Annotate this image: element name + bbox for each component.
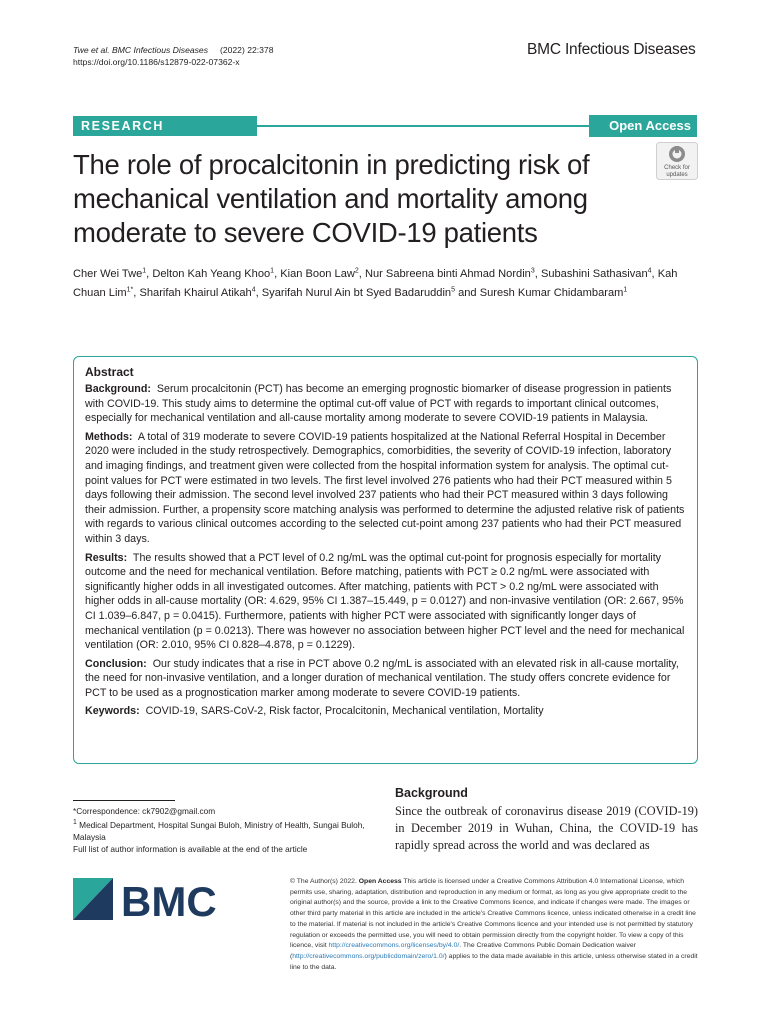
affiliation: 1 Medical Department, Hospital Sungai Bu…	[73, 817, 368, 843]
author-info-note: Full list of author information is avail…	[73, 843, 368, 855]
abstract-conclusion: Conclusion: Our study indicates that a r…	[85, 657, 685, 701]
abstract-background: Background: Serum procalcitonin (PCT) ha…	[85, 382, 685, 426]
background-text: Since the outbreak of coronavirus diseas…	[395, 803, 698, 854]
check-updates-line2: updates	[666, 172, 687, 178]
abstract-keywords-text: COVID-19, SARS-CoV-2, Risk factor, Proca…	[146, 705, 544, 717]
license-link-cc0[interactable]: http://creativecommons.org/publicdomain/…	[292, 953, 444, 960]
author-affiliation-sup: 4	[252, 286, 256, 293]
article-type-banner: RESEARCH Open Access	[73, 116, 697, 136]
background-heading: Background	[395, 786, 468, 800]
abstract-results-text: The results showed that a PCT level of 0…	[85, 552, 684, 652]
bmc-logo: BMC	[73, 874, 273, 924]
author-affiliation-sup: 1	[270, 267, 274, 274]
affiliation-sup: 1	[73, 819, 77, 826]
footnote-rule	[73, 800, 175, 801]
author-list: Cher Wei Twe1, Delton Kah Yeang Khoo1, K…	[73, 265, 701, 303]
bmc-logo-text: BMC	[121, 878, 217, 924]
correspondence: *Correspondence: ck7902@gmail.com	[73, 805, 368, 817]
abstract-results: Results: The results showed that a PCT l…	[85, 551, 685, 653]
running-header: Twe et al. BMC Infectious Diseases (2022…	[73, 44, 273, 68]
check-for-updates-badge[interactable]: Check for updates	[656, 142, 698, 180]
year-volume: (2022) 22:378	[220, 45, 274, 55]
author-name: Sharifah Khairul Atikah	[139, 287, 251, 299]
abstract-conclusion-label: Conclusion:	[85, 658, 147, 670]
abstract-results-label: Results:	[85, 552, 127, 564]
author-name: Kian Boon Law	[280, 268, 355, 280]
abstract-methods-text: A total of 319 moderate to severe COVID-…	[85, 431, 684, 545]
author-affiliation-sup: 1	[142, 267, 146, 274]
doi-link[interactable]: https://doi.org/10.1186/s12879-022-07362…	[73, 56, 273, 68]
author-affiliation-sup: 4	[648, 267, 652, 274]
license-open-access: Open Access	[359, 878, 402, 885]
abstract-methods-label: Methods:	[85, 431, 133, 443]
check-updates-line1: Check for	[664, 165, 690, 171]
abstract-box: Abstract Background: Serum procalcitonin…	[73, 356, 698, 764]
author-affiliation-sup: 3	[531, 267, 535, 274]
license-text: © The Author(s) 2022. Open Access This a…	[290, 877, 700, 973]
abstract-methods: Methods: A total of 319 moderate to seve…	[85, 430, 685, 547]
author-affiliation-sup: 1*	[127, 286, 134, 293]
abstract-keywords-label: Keywords:	[85, 705, 140, 717]
author-affiliation-sup: 5	[451, 286, 455, 293]
journal-name: BMC Infectious Diseases	[527, 41, 696, 59]
open-access-label: Open Access	[589, 115, 697, 137]
abstract-conclusion-text: Our study indicates that a rise in PCT a…	[85, 658, 679, 699]
abstract-keywords: Keywords: COVID-19, SARS-CoV-2, Risk fac…	[85, 704, 685, 719]
author-name: Subashini Sathasivan	[541, 268, 648, 280]
license-body: This article is licensed under a Creativ…	[290, 878, 696, 949]
author-affiliation-sup: 1	[623, 286, 627, 293]
abstract-background-label: Background:	[85, 383, 151, 395]
author-name: Cher Wei Twe	[73, 268, 142, 280]
license-link-cc-by[interactable]: http://creativecommons.org/licenses/by/4…	[329, 942, 460, 949]
author-name: Delton Kah Yeang Khoo	[152, 268, 270, 280]
article-title: The role of procalcitonin in predicting …	[73, 148, 663, 250]
research-label: RESEARCH	[73, 116, 257, 136]
author-name: Syarifah Nurul Ain bt Syed Badaruddin	[262, 287, 451, 299]
author-name: Nur Sabreena binti Ahmad Nordin	[365, 268, 531, 280]
footnotes: *Correspondence: ck7902@gmail.com 1 Medi…	[73, 805, 368, 855]
abstract-heading: Abstract	[85, 365, 685, 379]
journal-citation: Twe et al. BMC Infectious Diseases	[73, 45, 208, 55]
author-name: Suresh Kumar Chidambaram	[480, 287, 624, 299]
license-copyright: © The Author(s) 2022.	[290, 878, 357, 885]
abstract-background-text: Serum procalcitonin (PCT) has become an …	[85, 383, 671, 424]
affiliation-text: Medical Department, Hospital Sungai Bulo…	[73, 820, 365, 842]
author-affiliation-sup: 2	[355, 267, 359, 274]
